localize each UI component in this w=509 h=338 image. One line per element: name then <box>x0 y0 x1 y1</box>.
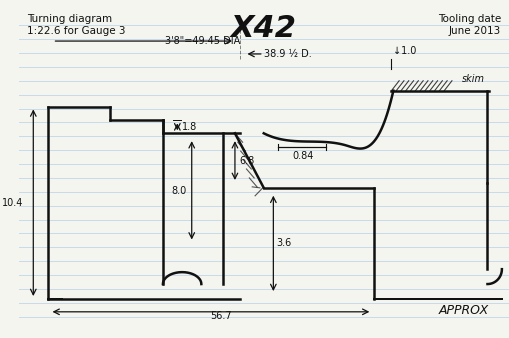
Text: 38.9 ½ D.: 38.9 ½ D. <box>263 49 311 59</box>
Text: 1.8: 1.8 <box>182 122 197 132</box>
Text: 10.4: 10.4 <box>3 198 23 208</box>
Text: 8.0: 8.0 <box>172 186 187 196</box>
Text: X42: X42 <box>230 14 296 43</box>
Text: Tooling date
June 2013: Tooling date June 2013 <box>437 14 500 36</box>
Text: 6.8: 6.8 <box>239 156 254 166</box>
Text: skim: skim <box>461 74 484 84</box>
Text: APPROX: APPROX <box>438 304 489 317</box>
Text: ↓1.0: ↓1.0 <box>392 46 416 56</box>
Text: 3'8"=49.45 DIA: 3'8"=49.45 DIA <box>164 36 240 46</box>
Text: 56.7: 56.7 <box>209 311 231 321</box>
Text: 3.6: 3.6 <box>276 238 291 248</box>
Text: Turning diagram
1:22.6 for Gauge 3: Turning diagram 1:22.6 for Gauge 3 <box>26 14 125 36</box>
Text: 0.84: 0.84 <box>292 151 314 161</box>
